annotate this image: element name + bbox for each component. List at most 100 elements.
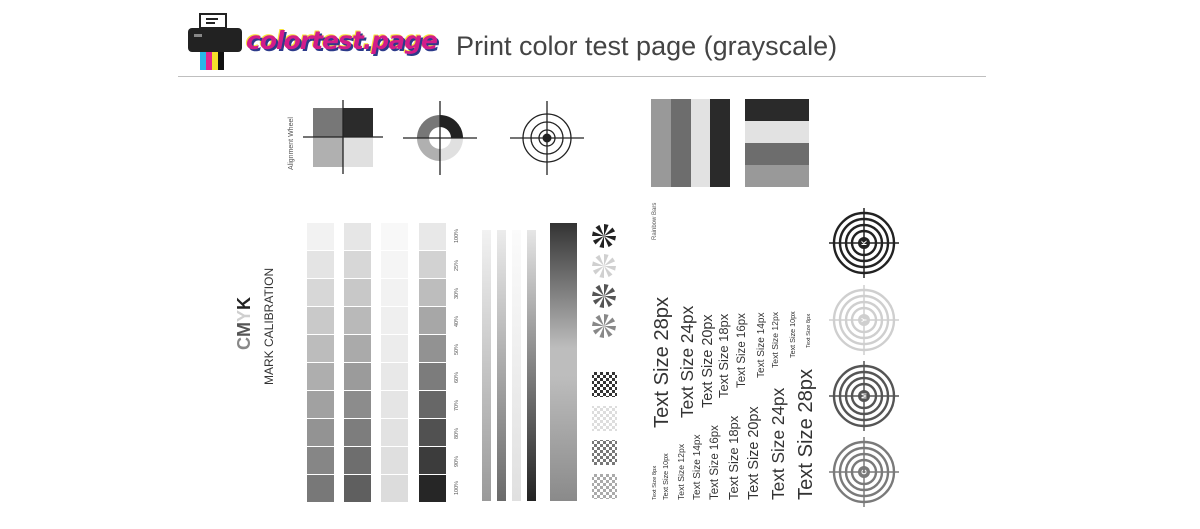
text-size-sample: Text Size 8px: [652, 466, 658, 500]
text-size-sample: Text Size 14px: [692, 434, 703, 500]
text-size-sample: Text Size 24px: [768, 387, 788, 500]
crosshair-target-icon: [510, 101, 584, 175]
tone-step: [307, 279, 334, 306]
registration-target-icon: C: [829, 437, 899, 507]
tone-step: [419, 447, 446, 474]
tone-step: [344, 335, 371, 362]
tone-step: [419, 279, 446, 306]
tone-step: [419, 391, 446, 418]
starburst-icon: [592, 254, 616, 278]
svg-text:CMYK: CMYK: [234, 297, 254, 350]
percent-labels: 100% 25% 30% 40% 50% 60% 70% 80% 90% 100%: [454, 229, 460, 495]
tone-step: [419, 335, 446, 362]
starburst-icon: [592, 224, 616, 248]
tone-step: [344, 419, 371, 446]
tone-step: [344, 223, 371, 250]
tone-step: [344, 447, 371, 474]
thin-gradient-bars: [482, 230, 536, 501]
text-size-sample: Text Size 12px: [676, 443, 686, 500]
percent-label: 25%: [454, 260, 460, 271]
tone-step: [419, 307, 446, 334]
starburst-icon: [592, 314, 616, 338]
tone-step: [344, 307, 371, 334]
tone-step: [307, 475, 334, 502]
percent-label: 90%: [454, 456, 460, 467]
percent-label: 70%: [454, 400, 460, 411]
tone-step: [307, 419, 334, 446]
registration-target-icon: K: [829, 208, 899, 278]
tone-step: [307, 447, 334, 474]
tone-step: [307, 335, 334, 362]
text-size-sample: Text Size 10px: [788, 311, 797, 358]
tone-step: [381, 391, 408, 418]
target-letter: M: [862, 393, 869, 399]
text-size-sample: Text Size 28px: [651, 297, 673, 428]
registration-targets: K Y M C: [829, 208, 899, 507]
tone-step: [344, 251, 371, 278]
tone-step: [344, 475, 371, 502]
tone-step: [419, 475, 446, 502]
tone-step: [307, 223, 334, 250]
tone-step: [307, 391, 334, 418]
tone-step: [381, 307, 408, 334]
target-letter: C: [862, 469, 869, 474]
tone-ramps: [307, 223, 446, 502]
tone-step: [344, 391, 371, 418]
tone-step: [419, 251, 446, 278]
tone-step: [419, 223, 446, 250]
tone-step: [381, 363, 408, 390]
target-letter: K: [862, 240, 869, 245]
cmyk-k-letter: K: [234, 297, 254, 310]
checker-patterns: [592, 372, 617, 499]
tone-step: [419, 363, 446, 390]
tone-step: [381, 447, 408, 474]
percent-label: 50%: [454, 344, 460, 355]
alignment-wheel-label: Alignment Wheel: [288, 117, 295, 170]
text-size-sample: Text Size 8px: [806, 314, 812, 348]
text-size-sample: Text Size 24px: [677, 305, 697, 418]
rainbow-bars-vertical: [651, 99, 730, 187]
cmyk-m-letter: M: [234, 322, 254, 337]
percent-label: 100%: [454, 229, 460, 243]
alignment-square-icon: [303, 100, 383, 174]
text-size-sample: Text Size 20px: [700, 314, 716, 408]
tone-step: [344, 363, 371, 390]
tone-step: [307, 307, 334, 334]
percent-label: 60%: [454, 372, 460, 383]
percent-label: 40%: [454, 316, 460, 327]
percent-label: 80%: [454, 428, 460, 439]
text-size-sample: Text Size 18px: [716, 313, 731, 398]
tone-step: [381, 335, 408, 362]
rainbow-bars-horizontal: [745, 99, 809, 187]
tone-step: [381, 223, 408, 250]
tone-step: [307, 251, 334, 278]
text-size-sample: Text Size 16px: [736, 313, 748, 388]
text-size-sample: Text Size 28px: [795, 369, 817, 500]
tone-step: [307, 363, 334, 390]
registration-target-icon: M: [829, 361, 899, 431]
rainbow-bars-label: Rainbow Bars: [652, 203, 658, 240]
starburst-patterns: [592, 224, 616, 338]
text-size-sample: Text Size 12px: [770, 311, 780, 368]
tone-step: [381, 475, 408, 502]
cmyk-heading: CMYK: [234, 297, 254, 350]
mark-calibration-label: MARK CALIBRATION: [262, 268, 276, 385]
tone-step: [381, 279, 408, 306]
percent-label: 100%: [454, 481, 460, 495]
percent-label: 30%: [454, 288, 460, 299]
text-size-sample: Text Size 14px: [756, 312, 767, 378]
tone-step: [381, 251, 408, 278]
text-size-sample: Text Size 18px: [726, 415, 741, 500]
text-size-sample: Text Size 20px: [746, 406, 762, 500]
alignment-wheel-icon: [403, 101, 477, 175]
registration-target-icon: Y: [829, 285, 899, 355]
target-letter: Y: [862, 317, 869, 322]
tone-step: [344, 279, 371, 306]
tone-step: [381, 419, 408, 446]
text-size-sample: Text Size 10px: [661, 453, 670, 500]
cmyk-y-letter: Y: [234, 310, 254, 322]
text-size-sample: Text Size 16px: [709, 425, 721, 500]
starburst-icon: [592, 284, 616, 308]
tone-step: [419, 419, 446, 446]
